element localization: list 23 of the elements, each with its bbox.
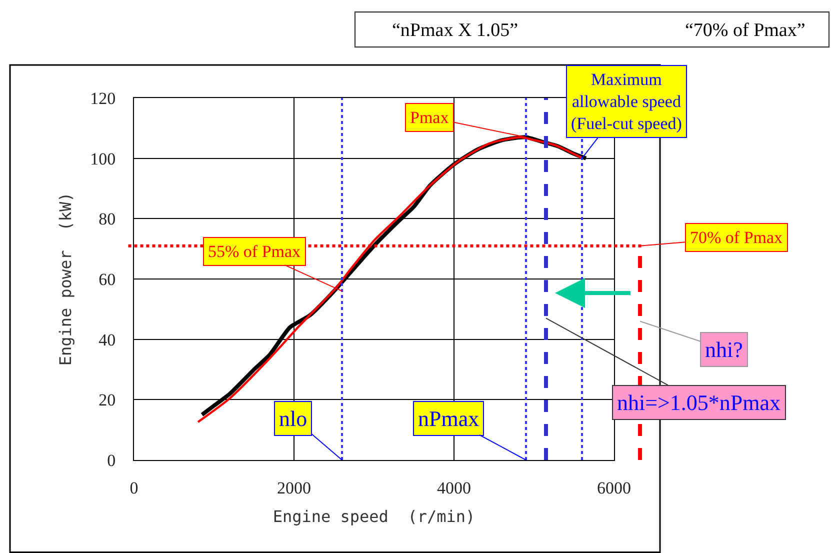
y-axis-title: Engine power (kW) <box>56 192 75 366</box>
annotation: 70% of Pmax <box>690 228 784 247</box>
y-tick-label: 60 <box>98 270 116 289</box>
x-tick-label: 0 <box>130 478 138 498</box>
annotation: nlo <box>279 406 308 431</box>
annotation: 55% of Pmax <box>208 242 302 261</box>
y-tick-label: 40 <box>98 330 116 350</box>
x-tick-label: 2000 <box>277 478 311 498</box>
text: “nPmax X 1.05” <box>392 20 518 41</box>
y-tick-label: 120 <box>90 88 116 108</box>
annotation: nhi? <box>705 337 743 362</box>
x-tick-label: 6000 <box>597 478 631 498</box>
y-tick-label: 80 <box>98 210 116 229</box>
y-tick-label: 0 <box>107 450 116 470</box>
annotation: nPmax <box>418 406 480 431</box>
annotation: nhi=>1.05*nPmax <box>617 390 781 415</box>
y-tick-label: 100 <box>90 149 116 168</box>
y-tick-label: 20 <box>98 390 116 410</box>
x-tick-label: 4000 <box>437 478 471 498</box>
text: “70% of Pmax” <box>685 20 806 41</box>
annotation: Pmax <box>410 108 450 127</box>
annotation: Maximum allowable speed (Fuel-cut speed) <box>571 70 682 134</box>
x-axis-title: Engine speed (r/min) <box>272 507 476 526</box>
